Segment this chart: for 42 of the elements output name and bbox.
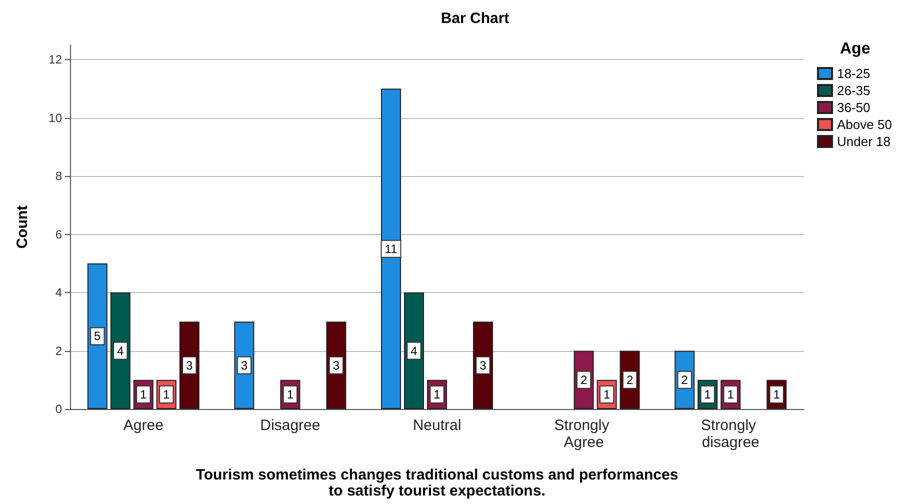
legend-label: 18-25	[837, 66, 870, 81]
data-label: 4	[410, 344, 418, 358]
y-tick-label: 12	[48, 52, 62, 67]
x-tick-label: Agree	[123, 417, 164, 434]
data-label: 5	[94, 329, 102, 344]
data-label: 1	[727, 387, 734, 402]
data-label: 3	[480, 358, 487, 372]
data-label: 3	[240, 358, 248, 372]
y-tick-label: 8	[55, 169, 62, 184]
x-tick-label: Strongly Agree	[554, 417, 614, 451]
legend-label: 36-50	[837, 100, 870, 115]
y-tick-label: 4	[55, 286, 62, 300]
legend-title: Age	[840, 40, 870, 58]
x-axis-title: Tourism sometimes changes traditional customs and performances to satisfy tourist expectations.	[196, 466, 678, 500]
legend-label: Above 50	[837, 117, 892, 132]
data-label: 3	[332, 358, 340, 372]
legend-label: 26-35	[837, 83, 870, 98]
data-label: 2	[580, 372, 588, 387]
data-label: 4	[117, 344, 124, 358]
data-label: 1	[163, 387, 170, 402]
y-tick-label: 6	[55, 227, 62, 242]
y-tick-label: 2	[55, 344, 62, 358]
legend-label: Under 18	[837, 134, 890, 149]
data-label: 1	[704, 387, 712, 402]
y-tick-label: 10	[48, 110, 62, 125]
data-label: 1	[140, 387, 148, 402]
bar	[87, 263, 108, 409]
x-tick-label: Neutral	[412, 417, 462, 434]
data-label: 1	[434, 387, 441, 402]
data-label: 1	[773, 387, 780, 402]
data-label: 11	[384, 242, 398, 256]
data-label: 1	[603, 387, 610, 402]
data-label: 2	[681, 372, 688, 387]
chart-title: Bar Chart	[440, 10, 510, 27]
data-label: 2	[626, 372, 634, 387]
x-tick-label: Strongly disagree	[701, 417, 760, 451]
y-tick-label: 0	[55, 402, 62, 416]
bar	[381, 88, 401, 409]
y-axis-title: Count	[14, 205, 31, 249]
x-tick-label: Disagree	[260, 417, 320, 434]
data-label: 1	[286, 387, 294, 402]
data-label: 3	[186, 358, 194, 372]
